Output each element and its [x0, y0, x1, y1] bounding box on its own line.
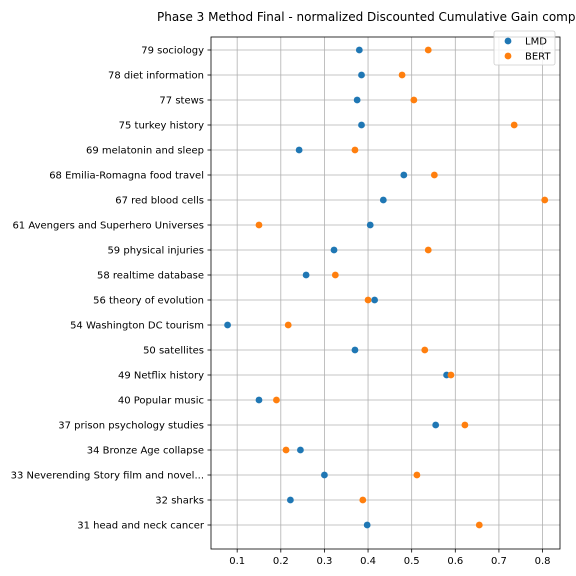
point-lmd-5: [295, 146, 303, 154]
y-tick-label: 54 Washington DC tourism: [70, 321, 204, 332]
y-tick-label: 69 melatonin and sleep: [86, 146, 204, 157]
x-tick-label: 0.2: [273, 556, 289, 567]
point-bert-5: [351, 146, 359, 154]
point-bert-8: [255, 221, 263, 229]
legend-marker-lmd: [504, 37, 512, 45]
point-lmd-2: [358, 71, 365, 79]
y-tick-label: 56 theory of evolution: [93, 296, 204, 307]
point-bert-18: [413, 471, 421, 479]
point-bert-19: [359, 496, 367, 504]
point-lmd-6: [400, 171, 408, 179]
point-bert-20: [475, 521, 483, 529]
legend-label-lmd: LMD: [525, 37, 547, 48]
legend: LMD BERT: [493, 30, 556, 66]
y-tick-label: 33 Neverending Story film and novel...: [11, 471, 204, 482]
data-points: [224, 46, 549, 529]
y-tick-label: 75 turkey history: [119, 121, 204, 132]
point-bert-13: [421, 346, 429, 354]
y-tick-label: 50 satellites: [143, 346, 204, 357]
y-tick-label: 40 Popular music: [118, 396, 204, 407]
point-bert-12: [284, 321, 292, 329]
point-bert-11: [364, 296, 372, 304]
y-tick-label: 77 stews: [159, 96, 204, 107]
point-lmd-1: [355, 46, 363, 54]
point-bert-9: [424, 246, 432, 254]
y-tick-label: 58 realtime database: [97, 271, 204, 282]
point-bert-3: [410, 96, 418, 104]
point-lmd-13: [351, 346, 359, 354]
point-lmd-18: [321, 471, 328, 479]
point-bert-15: [273, 396, 280, 404]
point-lmd-3: [353, 96, 361, 104]
point-lmd-8: [366, 221, 374, 229]
legend-marker-bert: [504, 52, 512, 60]
x-tick-label: 0.6: [447, 556, 463, 567]
plot-frame: [210, 36, 561, 550]
point-bert-2: [398, 71, 406, 79]
point-bert-4: [510, 121, 518, 129]
y-tick-label: 67 red blood cells: [115, 196, 204, 207]
y-tick-label: 78 diet information: [108, 71, 204, 82]
legend-label-bert: BERT: [525, 52, 551, 63]
point-lmd-19: [286, 496, 294, 504]
x-tick-label: 0.8: [535, 556, 551, 567]
y-tick-label: 31 head and neck cancer: [77, 521, 205, 532]
y-tick-label: 37 prison psychology studies: [58, 421, 204, 432]
y-tick-label: 79 sociology: [141, 46, 204, 57]
point-lmd-4: [358, 121, 365, 129]
y-tick-label: 49 Netflix history: [118, 371, 204, 382]
y-tick-label: 61 Avengers and Superhero Universes: [12, 221, 204, 232]
tick-labels: 0.1 0.2 0.3 0.4 0.5 0.6 0.7 0.8 79 sociology 78 d…: [11, 46, 551, 567]
point-bert-7: [541, 196, 549, 204]
point-lmd-20: [363, 521, 371, 529]
x-tick-label: 0.7: [491, 556, 507, 567]
point-lmd-11: [371, 296, 378, 304]
point-bert-10: [331, 271, 339, 279]
point-lmd-7: [379, 196, 387, 204]
y-tick-label: 34 Bronze Age collapse: [87, 446, 204, 457]
x-tick-label: 0.4: [360, 556, 376, 567]
point-lmd-16: [432, 421, 440, 429]
x-tick-label: 0.5: [404, 556, 420, 567]
point-bert-17: [282, 446, 290, 454]
point-lmd-12: [224, 321, 231, 329]
y-tick-label: 59 physical injuries: [107, 246, 204, 257]
grid-lines: [211, 37, 560, 549]
axes: [207, 36, 561, 553]
point-lmd-15: [255, 396, 263, 404]
point-bert-16: [461, 421, 469, 429]
point-lmd-10: [302, 271, 310, 279]
y-tick-label: 68 Emilia-Romagna food travel: [49, 171, 204, 182]
point-lmd-17: [297, 446, 304, 454]
point-lmd-9: [330, 246, 338, 254]
chart-title: Phase 3 Method Final - normalized Discou…: [157, 10, 575, 24]
point-bert-1: [424, 46, 432, 54]
x-tick-label: 0.1: [229, 556, 245, 567]
point-bert-6: [430, 171, 438, 179]
x-tick-label: 0.3: [316, 556, 332, 567]
point-bert-14: [447, 371, 455, 379]
y-tick-label: 32 sharks: [155, 496, 204, 507]
